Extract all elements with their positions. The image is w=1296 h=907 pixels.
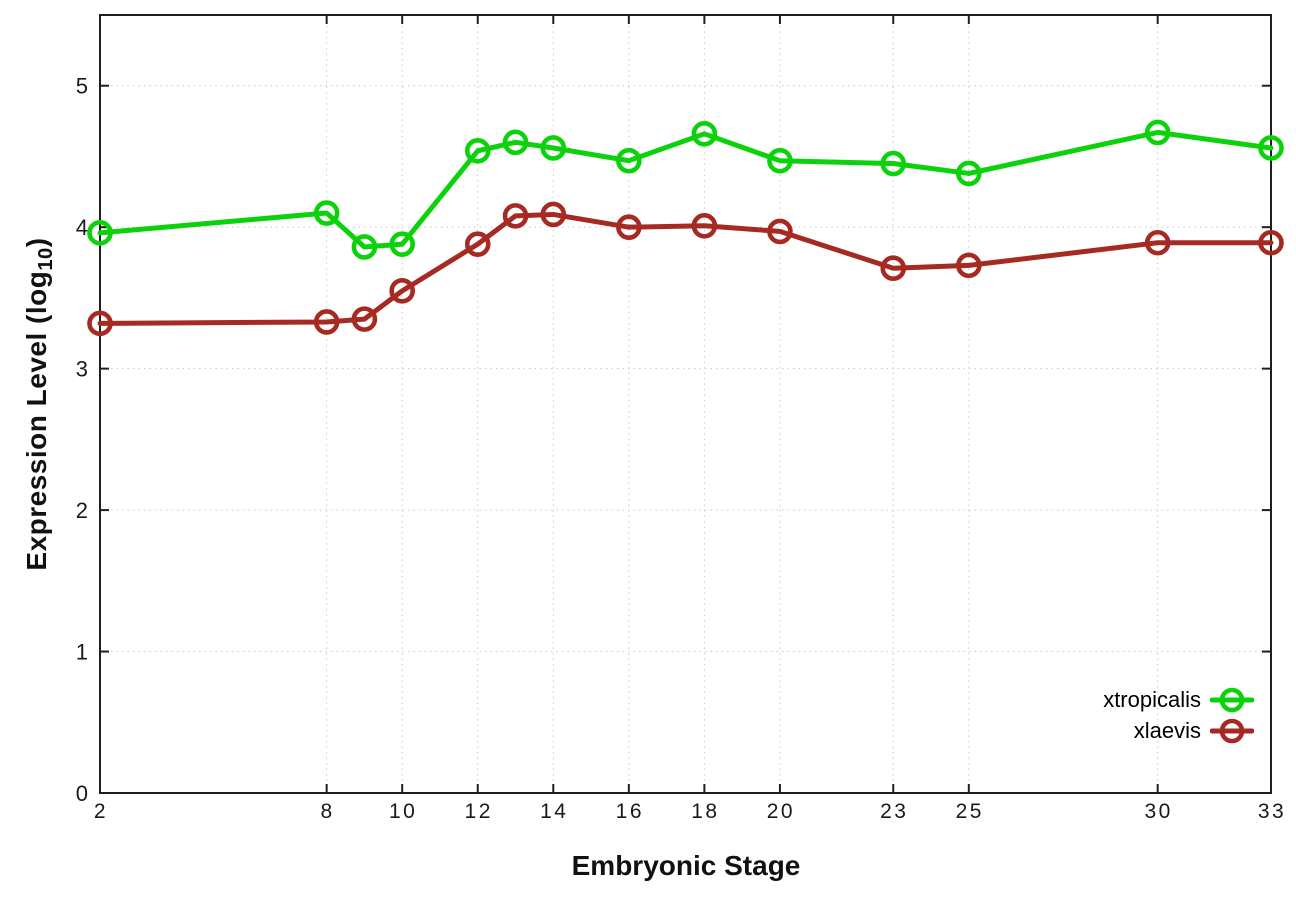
plot-border <box>99 14 1272 794</box>
x-tick-label: 18 <box>691 800 719 823</box>
x-tick-label: 25 <box>956 800 984 823</box>
data-point-xtropicalis-stage-23 <box>880 150 907 177</box>
data-point-xlaevis-stage-14 <box>540 201 567 228</box>
data-point-xtropicalis-stage-16 <box>616 147 642 174</box>
data-point-xlaevis-stage-20 <box>767 218 793 245</box>
x-tick-label: 14 <box>540 800 568 823</box>
data-point-xlaevis-stage-33 <box>1258 229 1284 256</box>
data-point-xlaevis-stage-18 <box>691 212 718 239</box>
x-axis-label: Embryonic Stage <box>571 850 801 881</box>
data-point-xlaevis-stage-13 <box>502 203 529 229</box>
legend-marker-xtropicalis <box>1210 687 1254 712</box>
y-tick-label: 3 <box>76 357 88 382</box>
data-point-xtropicalis-stage-2 <box>87 220 113 246</box>
series-line-xtropicalis <box>97 129 1274 250</box>
x-tick-label: 16 <box>616 800 644 823</box>
legend-marker-xlaevis <box>1210 718 1254 743</box>
data-point-xlaevis-stage-8 <box>313 309 340 335</box>
data-point-xlaevis-stage-16 <box>616 214 642 240</box>
data-point-xtropicalis-stage-8 <box>313 200 340 226</box>
y-tick-label: 1 <box>76 640 88 665</box>
x-tick-label: 20 <box>767 800 795 823</box>
x-tick-label: 30 <box>1144 800 1172 823</box>
legend-label-xtropicalis: xtropicalis <box>1103 686 1201 712</box>
x-tick-label: 23 <box>880 800 908 823</box>
x-tick-label: 12 <box>465 800 493 823</box>
y-tick-label: 5 <box>76 74 88 99</box>
x-tick-label: 8 <box>321 800 335 823</box>
y-axis-label-base: Expression Level (log <box>21 270 52 571</box>
data-point-xtropicalis-stage-18 <box>691 121 718 147</box>
legend-label-xlaevis: xlaevis <box>1133 717 1201 743</box>
y-tick-label: 4 <box>76 215 88 240</box>
data-point-xtropicalis-stage-25 <box>956 160 982 187</box>
y-axis-label: Expression Level (log10) <box>21 237 57 571</box>
x-tick-label: 33 <box>1258 800 1286 823</box>
y-axis-label-subscript: 10 <box>35 247 58 271</box>
legend-item-xtropicalis: xtropicalis <box>1103 684 1254 715</box>
data-point-xtropicalis-stage-12 <box>464 137 491 164</box>
legend-item-xlaevis: xlaevis <box>1103 715 1254 746</box>
data-point-xlaevis-stage-2 <box>87 310 113 337</box>
x-tick-label: 2 <box>94 800 108 823</box>
x-tick-label: 10 <box>389 800 417 823</box>
legend: xtropicalis xlaevis <box>1103 684 1254 746</box>
data-point-xtropicalis-stage-20 <box>767 147 793 174</box>
data-point-xtropicalis-stage-33 <box>1258 135 1284 161</box>
data-point-xtropicalis-stage-13 <box>502 129 529 156</box>
y-tick-label: 0 <box>76 781 88 806</box>
data-point-xlaevis-stage-9 <box>351 306 378 332</box>
data-point-xlaevis-stage-25 <box>956 252 982 279</box>
data-point-xlaevis-stage-10 <box>389 278 415 304</box>
y-axis-label-suffix: ) <box>21 237 52 248</box>
data-point-xtropicalis-stage-14 <box>540 135 567 161</box>
data-point-xtropicalis-stage-9 <box>351 234 378 260</box>
data-point-xtropicalis-stage-30 <box>1144 119 1171 146</box>
y-tick-label: 2 <box>76 498 88 523</box>
data-point-xlaevis-stage-23 <box>880 255 907 282</box>
data-point-xlaevis-stage-30 <box>1144 229 1171 256</box>
data-point-xtropicalis-stage-10 <box>389 231 415 257</box>
data-point-xlaevis-stage-12 <box>464 231 491 257</box>
series-line-xlaevis <box>97 211 1274 326</box>
